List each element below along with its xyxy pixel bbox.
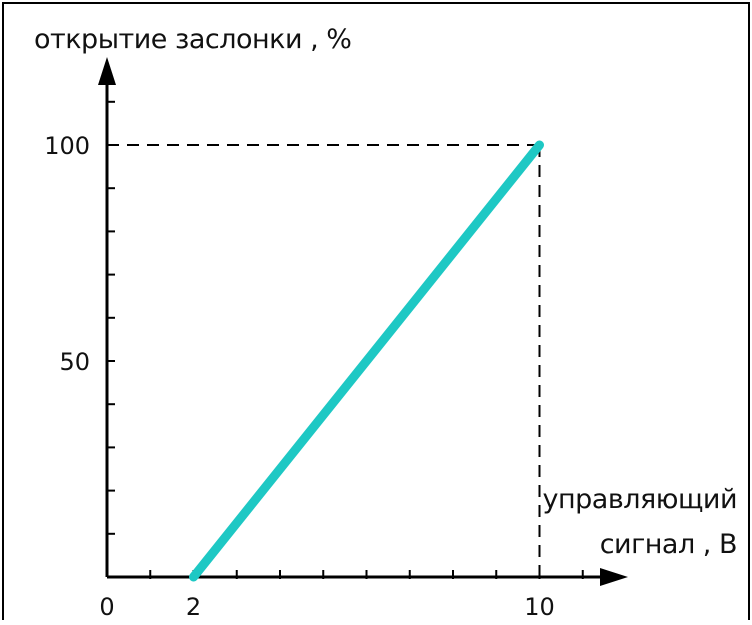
series: [189, 140, 544, 582]
x-tick-label: 2: [186, 593, 201, 620]
series-line-0: [189, 140, 544, 582]
x-tick-label: 10: [524, 593, 555, 620]
tick-labels: 0 2 10 50 100: [44, 132, 555, 621]
y-tick-label: 50: [59, 348, 90, 376]
y-axis-title: открытие заслонки , %: [34, 24, 351, 55]
x-axis-title-line-1: управляющий: [543, 484, 737, 515]
x-axis-arrow-icon: [600, 568, 628, 586]
x-tick-label: 0: [99, 593, 114, 620]
tick-marks: [107, 100, 584, 579]
reference-lines: [107, 144, 541, 577]
y-tick-label: 100: [44, 132, 90, 160]
x-axis-title-line-2: сигнал , В: [600, 529, 737, 560]
y-axis-arrow-icon: [98, 57, 116, 85]
